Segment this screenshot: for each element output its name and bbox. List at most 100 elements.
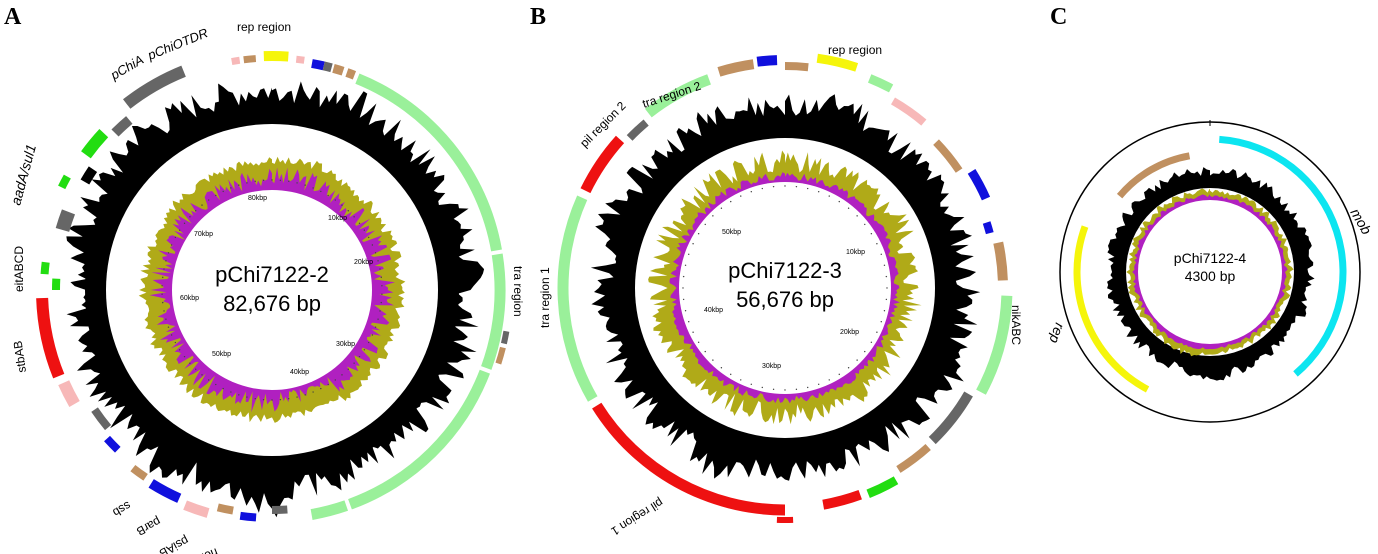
label-aada-sul1: aadA/sul1	[7, 142, 39, 206]
tick-dot	[189, 216, 191, 218]
gene-block	[80, 166, 98, 185]
tick-dot	[730, 200, 732, 203]
tick-dot	[262, 179, 265, 182]
plasmid-size: 56,676 bp	[736, 287, 834, 312]
tick-dot	[195, 210, 197, 212]
backbone-circle	[614, 117, 956, 459]
tick-dot	[864, 350, 866, 353]
tick-dot	[682, 275, 685, 278]
tick-label: 70kbp	[194, 231, 213, 238]
tick-dot	[230, 187, 232, 189]
tick-dot	[162, 301, 164, 304]
tick-dot	[163, 310, 165, 312]
tick-dot	[288, 180, 290, 182]
label-hok: hok	[196, 545, 220, 554]
gene-block	[785, 62, 809, 72]
tick-dot	[806, 386, 809, 389]
tick-dot	[864, 223, 866, 226]
panel-b: B 10kbp 20kbp 30kbp 40kbp 50kbp pChi7122…	[530, 4, 1023, 539]
tick-dot	[163, 268, 165, 270]
panel-c: C pChi7122-4 4300 bp mob rep	[1046, 4, 1375, 423]
tick-dot	[279, 398, 282, 401]
label-ssb: ssb	[110, 498, 133, 520]
tick-dot	[347, 368, 349, 370]
tick-dot	[380, 301, 382, 304]
tick-dot	[334, 199, 336, 201]
tick-dot	[856, 215, 858, 217]
tick-dot	[720, 367, 723, 369]
tick-dot	[189, 362, 191, 364]
tick-dot	[371, 334, 374, 336]
label-tra-region: tra region	[511, 266, 525, 317]
tick-dot	[183, 222, 186, 225]
tick-dot	[296, 182, 298, 184]
gc-content-track	[648, 150, 922, 425]
gene-block	[148, 479, 182, 503]
tick-dot	[353, 216, 355, 218]
tick-dot	[379, 268, 381, 270]
pchia-block	[81, 129, 109, 159]
tick-dot	[363, 349, 366, 351]
tick-dot	[208, 199, 210, 201]
gene-block	[216, 503, 234, 515]
tick-dot	[254, 398, 256, 400]
gene-block	[91, 407, 112, 431]
gene-block	[756, 55, 778, 67]
gene-block	[311, 59, 325, 71]
tick-dot	[704, 223, 706, 226]
tick-label: 20kbp	[840, 329, 859, 336]
tick-dot	[312, 391, 314, 393]
plasmid-name: pChi7122-4	[1174, 250, 1247, 266]
gene-block	[243, 55, 257, 64]
tick-dot	[740, 195, 742, 197]
tick-dot	[288, 398, 290, 400]
pil-region-1-block	[592, 402, 785, 516]
tick-dot	[165, 318, 167, 320]
tick-dot	[377, 260, 379, 262]
tick-label: 60kbp	[180, 295, 199, 302]
tick-dot	[215, 194, 217, 197]
tick-dot	[347, 210, 349, 212]
tick-dot	[246, 182, 248, 184]
tick-dot	[262, 398, 265, 401]
kbp-tick-marks	[682, 185, 888, 391]
tick-dot	[883, 309, 886, 312]
gene-block	[1116, 152, 1191, 199]
tick-label: 50kbp	[212, 351, 231, 358]
plasmid-name: pChi7122-3	[728, 258, 842, 283]
tick-dot	[334, 379, 336, 381]
tick-dot	[740, 379, 742, 381]
tick-dot	[697, 233, 700, 235]
tick-dot	[174, 341, 177, 344]
tick-dot	[795, 185, 798, 188]
gene-block	[967, 169, 991, 201]
tick-dot	[856, 359, 858, 361]
tick-dot	[684, 309, 687, 312]
tick-dot	[704, 350, 706, 353]
label-rep-region: rep region	[237, 20, 291, 34]
tick-dot	[838, 200, 840, 203]
label-rep-region: rep region	[828, 43, 882, 57]
tick-dot	[847, 207, 850, 209]
nikabc-block	[976, 295, 1013, 395]
tick-dot	[761, 187, 764, 190]
tick-dot	[215, 383, 217, 386]
gene-block	[928, 391, 973, 445]
tick-dot	[876, 243, 878, 245]
tick-dot	[296, 396, 298, 398]
backbone-circle	[85, 103, 459, 477]
tra-region-block	[310, 500, 349, 520]
tick-dot	[795, 388, 798, 391]
label-nikabc: nikABC	[1009, 305, 1023, 345]
gene-block	[717, 59, 755, 77]
tick-dot	[327, 383, 329, 386]
gene-block	[239, 511, 257, 522]
gene-block	[993, 241, 1008, 281]
label-rep: rep	[1046, 321, 1068, 346]
tick-dot	[828, 195, 830, 197]
gene-block	[822, 490, 862, 510]
tick-dot	[682, 287, 684, 289]
tick-dot	[870, 233, 873, 235]
track-inner-clear	[172, 190, 372, 390]
gene-block	[272, 505, 288, 514]
